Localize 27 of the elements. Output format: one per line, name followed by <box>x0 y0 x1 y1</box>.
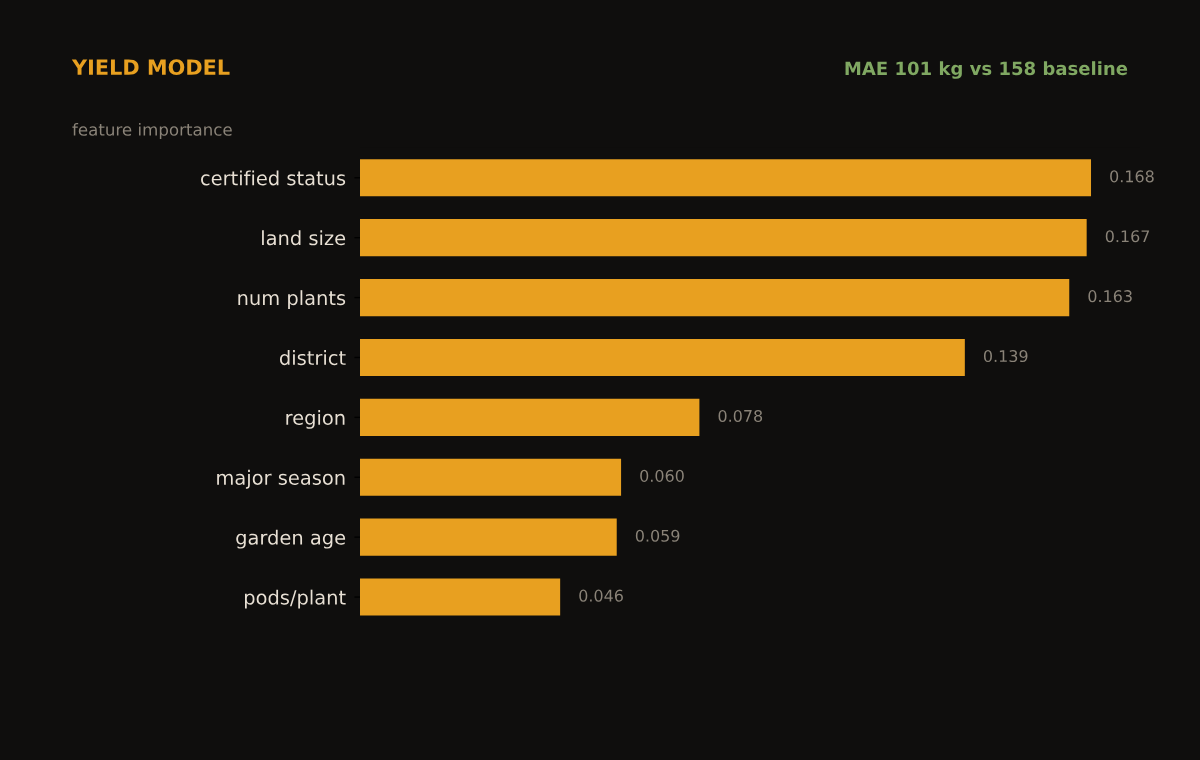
y-tick-label: major season <box>217 469 345 489</box>
text: MAE 101 kg vs 158 baseline <box>845 61 1128 79</box>
bar <box>360 578 561 616</box>
y-tick-label: land size <box>262 230 346 246</box>
bar <box>360 279 1070 317</box>
data-label: 0.167 <box>1105 230 1150 243</box>
data-label: 0.059 <box>635 529 680 542</box>
text: YIELD MODEL <box>71 59 230 76</box>
data-label: 0.168 <box>1110 170 1154 183</box>
text: feature importance <box>72 122 232 140</box>
data-label: 0.046 <box>579 589 623 602</box>
data-label: 0.139 <box>983 350 1028 363</box>
y-tick-label: pods/plant <box>245 589 346 609</box>
y-tick-label: district <box>279 350 346 366</box>
y-tick-label: region <box>286 409 345 429</box>
data-label: 0.163 <box>1088 290 1132 303</box>
bar <box>360 338 965 377</box>
y-tick-label: num plants <box>238 290 346 309</box>
y-tick-label: certified status <box>201 170 346 186</box>
data-label: 0.060 <box>640 469 684 482</box>
bar <box>360 219 1087 257</box>
y-tick-label: garden age <box>236 529 346 549</box>
data-label: 0.078 <box>718 409 763 422</box>
bar <box>360 518 617 556</box>
bar <box>360 398 700 436</box>
bar <box>360 159 1092 197</box>
bar <box>360 458 622 496</box>
